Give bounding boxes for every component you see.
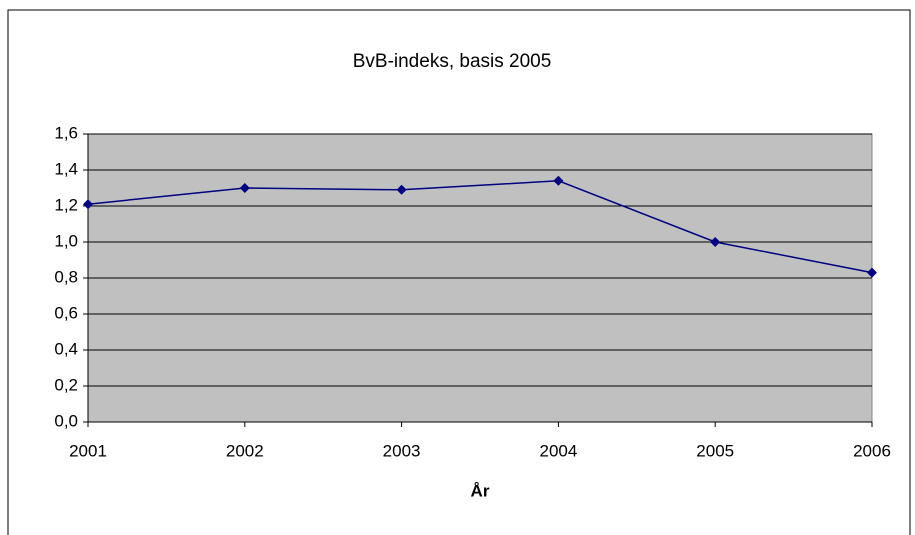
y-tick-label: 1,0 (54, 231, 78, 250)
data-point (83, 199, 93, 210)
y-tick-label: 1,4 (54, 159, 78, 178)
x-tick-label: 2001 (69, 441, 107, 460)
data-point (396, 184, 407, 195)
x-tick-label: 2005 (696, 441, 734, 460)
data-point (867, 267, 877, 278)
data-point (239, 183, 250, 193)
x-axis-label: År (471, 481, 490, 500)
y-tick-label: 0,6 (54, 303, 78, 322)
x-tick-label: 2003 (383, 441, 421, 460)
y-tick-label: 0,8 (54, 267, 78, 286)
y-tick-label: 0,2 (54, 375, 78, 394)
data-point (710, 237, 721, 247)
y-tick-label: 0,4 (54, 339, 78, 358)
series-line (87, 180, 873, 274)
chart-title: BvB-indeks, basis 2005 (353, 51, 552, 72)
y-tick-label: 1,6 (54, 123, 78, 142)
x-tick-label: 2002 (226, 441, 264, 460)
y-tick-label: 0,0 (54, 411, 78, 430)
chart-border (7, 9, 911, 535)
y-tick-label: 1,2 (54, 195, 78, 214)
data-point (553, 175, 564, 186)
x-tick-label: 2004 (539, 441, 577, 460)
x-tick-label: 2006 (853, 441, 891, 460)
